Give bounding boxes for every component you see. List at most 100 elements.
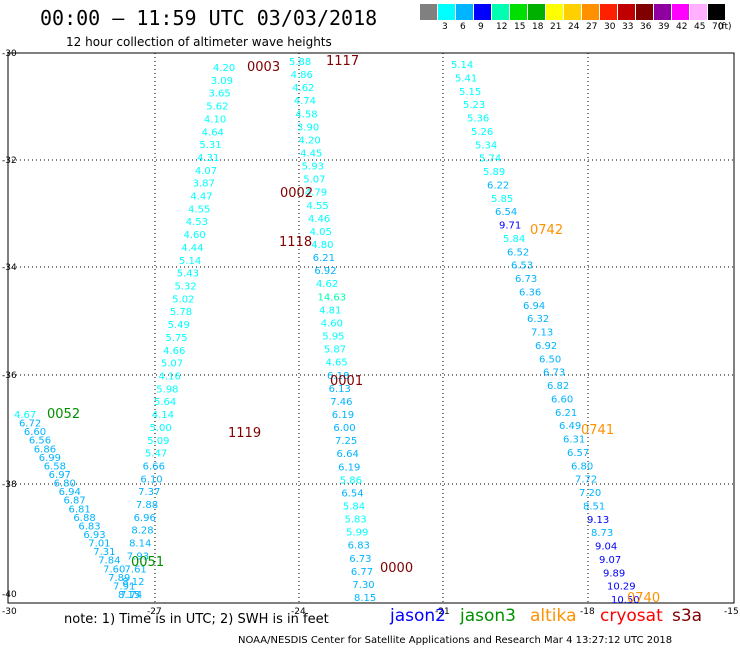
wave-height-value: 5.88: [289, 57, 311, 68]
wave-height-value: 4.62: [316, 279, 338, 290]
wave-height-value: 4.53: [186, 217, 208, 228]
wave-height-value: 6.53: [511, 261, 533, 272]
scale-label: 24: [568, 22, 580, 32]
scale-label: 39: [658, 22, 670, 32]
wave-height-value: 5.93: [302, 162, 324, 173]
wave-height-value: 5.26: [471, 127, 493, 138]
pass-time-label: 1118: [279, 235, 312, 250]
pass-time-label: 1117: [326, 54, 359, 69]
scale-swatch: [420, 4, 438, 20]
satellite-altika: altika: [530, 606, 577, 626]
wave-height-value: 6.88: [73, 513, 95, 524]
wave-height-value: 4.74: [294, 96, 316, 107]
wave-height-value: 4.60: [184, 230, 206, 241]
wave-height-value: 7.93: [127, 551, 149, 562]
wave-height-value: 6.49: [559, 421, 581, 432]
y-tick-label: -34: [2, 263, 17, 273]
wave-height-value: 5.84: [343, 501, 365, 512]
y-tick-label: -40: [2, 590, 17, 600]
wave-height-value: 5.23: [463, 100, 485, 111]
scale-swatch: 24: [564, 4, 582, 32]
scale-swatch: 18: [528, 4, 546, 32]
wave-height-value: 4.58: [295, 109, 317, 120]
wave-height-value: 5.98: [156, 384, 178, 395]
wave-height-value: 5.00: [149, 423, 171, 434]
wave-height-value: 7.31: [93, 547, 115, 558]
wave-height-value: 4.62: [292, 83, 314, 94]
wave-height-value: 5.15: [459, 87, 481, 98]
wave-height-value: 3.09: [211, 76, 233, 87]
wave-height-value: 8.14: [129, 539, 151, 550]
wave-height-value: 7.46: [330, 397, 352, 408]
wave-height-value: 7.01: [88, 539, 110, 550]
wave-height-value: 4.55: [188, 204, 210, 215]
scale-label: 70: [712, 22, 724, 32]
y-tick-label: -36: [2, 371, 17, 381]
scale-swatch: 36: [636, 4, 654, 32]
wave-height-value: 7.88: [136, 500, 158, 511]
wave-height-value: 6.22: [487, 180, 509, 191]
wave-height-value: 6.73: [349, 554, 371, 565]
wave-height-value: 5.62: [206, 102, 228, 113]
scale-swatch: 33: [618, 4, 636, 32]
pass-time-label: 0003: [247, 60, 280, 75]
wave-height-value: 5.34: [475, 140, 497, 151]
footer-credit: NOAA/NESDIS Center for Satellite Applica…: [238, 635, 673, 646]
wave-height-value: 9.07: [599, 555, 621, 566]
wave-height-value: 4.44: [181, 243, 203, 254]
y-tick-label: -32: [2, 156, 17, 166]
wave-height-value: 5.32: [174, 282, 196, 293]
scale-label: 27: [586, 22, 598, 32]
wave-height-value: 6.87: [64, 496, 86, 507]
wave-height-value: 6.31: [563, 435, 585, 446]
wave-height-value: 6.57: [567, 448, 589, 459]
wave-height-value: 5.43: [177, 269, 199, 280]
scale-label: 15: [514, 22, 526, 32]
wave-height-value: 6.19: [332, 410, 354, 421]
wave-height-value: 6.66: [143, 461, 165, 472]
wave-height-value: 6.72: [19, 419, 41, 430]
wave-height-value: 6.80: [571, 461, 593, 472]
wave-height-value: 6.92: [535, 341, 557, 352]
wave-height-value: 5.14: [179, 256, 201, 267]
wave-height-value: 7.30: [352, 580, 374, 591]
wave-height-value: 6.60: [24, 427, 46, 438]
satellite-cryosat: cryosat: [600, 606, 663, 626]
wave-height-value: 5.89: [483, 167, 505, 178]
corner-label: -30: [2, 607, 17, 617]
wave-height-value: 5.74: [479, 154, 501, 165]
wave-height-value: 5.64: [154, 397, 176, 408]
wave-height-value: 7.89: [108, 573, 130, 584]
y-tick-label: -30: [2, 49, 17, 59]
wave-height-value: 5.75: [165, 333, 187, 344]
scale-swatch: 12: [492, 4, 510, 32]
scale-label: 3: [442, 22, 448, 32]
wave-height-value: 6.56: [29, 436, 51, 447]
wave-height-value: 6.97: [49, 470, 71, 481]
wave-height-value: 4.10: [204, 114, 226, 125]
wave-height-value: 6.99: [39, 453, 61, 464]
scale-swatch: 27: [582, 4, 600, 32]
wave-height-value: 8.15: [354, 593, 376, 604]
scale-label: 12: [496, 22, 508, 32]
pass-time-label: 0052: [47, 407, 80, 422]
pass-time-label: 0740: [627, 591, 660, 606]
scale-label: 6: [460, 22, 466, 32]
wave-height-value: 8.15: [118, 590, 140, 601]
wave-height-value: 14.63: [318, 292, 347, 303]
wave-height-value: 7.74: [120, 590, 142, 601]
wave-height-value: 7.60: [103, 564, 125, 575]
wave-height-value: 6.94: [523, 301, 545, 312]
wave-height-value: 6.92: [314, 266, 336, 277]
pass-time-label: 0001: [330, 374, 363, 389]
color-scale: 3 6 9 12 15 18 21 24 27 30 33 36 39 42 45 70: [420, 4, 726, 32]
wave-height-value: 4.66: [163, 346, 185, 357]
wave-height-value: 4.20: [213, 63, 235, 74]
wave-height-value: 4.86: [291, 70, 313, 81]
wave-height-value: 6.21: [555, 408, 577, 419]
page-subtitle: 12 hour collection of altimeter wave hei…: [66, 35, 332, 49]
wave-height-value: 6.13: [329, 384, 351, 395]
scale-label: 36: [640, 22, 652, 32]
wave-height-value: 6.58: [44, 461, 66, 472]
wave-height-value: 6.73: [515, 274, 537, 285]
